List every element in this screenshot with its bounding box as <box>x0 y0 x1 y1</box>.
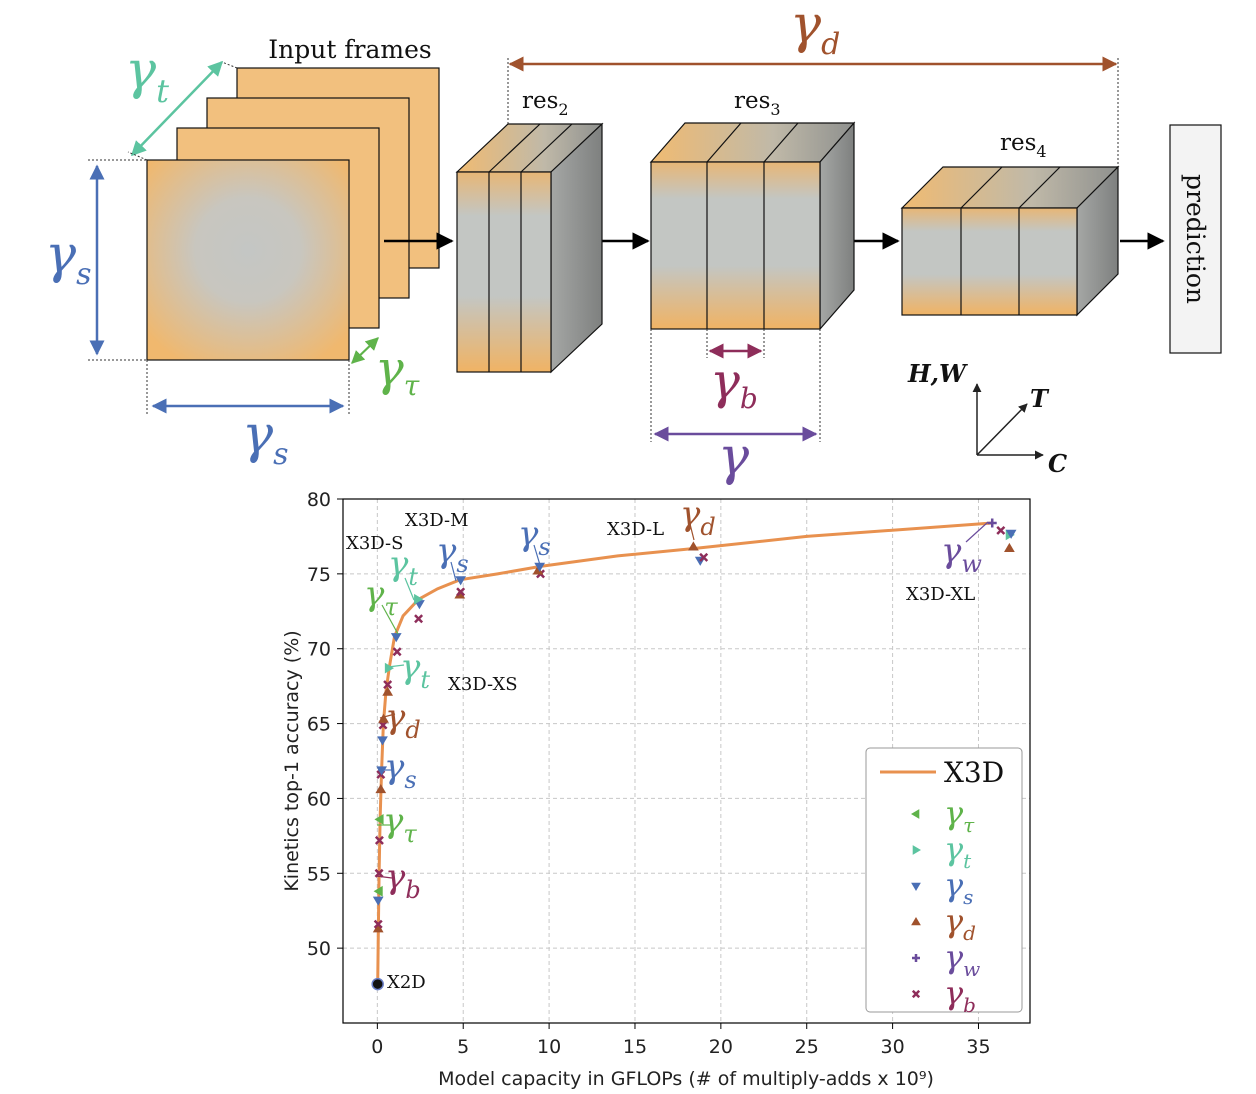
x-tick-label: 25 <box>795 1036 819 1058</box>
x-axis-label: Model capacity in GFLOPs (# of multiply-… <box>438 1068 934 1090</box>
data-point-tri-right <box>912 845 921 855</box>
model-annotation: X3D-S <box>346 533 403 554</box>
annot-gamma-d-low: γd <box>385 697 421 744</box>
legend-label-gamma-d: γd <box>944 902 976 945</box>
annot-gamma-s-m: γs <box>436 531 469 578</box>
res4-block <box>900 165 1120 317</box>
data-point-tri-left <box>373 885 383 897</box>
res3-block <box>649 121 856 331</box>
data-point-tri-down <box>455 576 467 586</box>
x-tick-label: 20 <box>709 1036 733 1058</box>
annot-gamma-s-l: γs <box>518 514 551 561</box>
res2-block <box>455 122 604 374</box>
data-point-plus <box>912 954 920 962</box>
model-annotation: X3D-XL <box>906 584 975 605</box>
data-point-tri-down <box>911 882 921 891</box>
annot-gamma-d-top: γd <box>680 494 716 541</box>
x-tick-label: 30 <box>881 1036 905 1058</box>
input-frames-label: Input frames <box>268 35 432 64</box>
gamma-t-arrow <box>130 60 224 157</box>
res3-label: res3 <box>734 88 781 119</box>
axis-t-label: T <box>1030 384 1050 413</box>
data-point-tri-up <box>1004 542 1015 553</box>
data-point-tri-up <box>378 713 389 723</box>
model-annotation: X3D-L <box>607 519 664 540</box>
gamma-t-label: γt <box>125 41 169 110</box>
y-tick-label: 70 <box>307 639 331 661</box>
prediction-label: prediction <box>1181 174 1210 304</box>
data-point-tri-up <box>687 541 699 551</box>
data-point-x <box>373 919 383 929</box>
data-point-x <box>392 647 402 657</box>
data-point-tri-left <box>374 814 384 825</box>
axis-c-label: C <box>1048 449 1067 478</box>
x2d-point <box>371 977 384 991</box>
legend-label-gamma-s: γs <box>944 866 973 909</box>
data-point-tri-down <box>1005 529 1017 539</box>
axis-hw-label: H,W <box>907 359 968 388</box>
model-annotation: X3D-XS <box>448 674 518 695</box>
y-tick-label: 60 <box>307 788 331 810</box>
input-frames <box>146 67 440 361</box>
res4-label: res4 <box>1000 130 1047 161</box>
y-tick-label: 65 <box>307 714 331 736</box>
y-tick-label: 55 <box>307 863 331 885</box>
annot-gamma-t-low: γt <box>400 647 430 694</box>
legend-label-gamma-w: γw <box>944 938 980 981</box>
gamma-s-vertical-label: γs <box>45 225 91 292</box>
gamma-s-horizontal-label: γs <box>242 405 288 472</box>
data-point-x <box>911 989 921 999</box>
data-point-x <box>383 680 393 690</box>
y-tick-label: 80 <box>307 489 331 511</box>
annot-gamma-w: γw <box>941 531 982 578</box>
res2-label: res2 <box>522 88 569 119</box>
x-tick-label: 35 <box>966 1036 990 1058</box>
gamma-label: γ <box>718 427 750 487</box>
annot-gamma-tau-top: γτ <box>364 574 398 621</box>
data-point-x <box>374 835 384 845</box>
data-point-tri-right <box>414 593 424 605</box>
data-point-tri-down <box>390 633 402 643</box>
model-annotation: X2D <box>387 972 426 993</box>
annot-gamma-b: γb <box>385 857 421 904</box>
gamma-b-label: γb <box>710 352 758 415</box>
data-point-tri-right <box>384 662 394 674</box>
legend-label-gamma-τ: γτ <box>944 794 975 837</box>
legend-label-gamma-b: γb <box>944 974 976 1017</box>
data-point-tri-down <box>372 896 384 906</box>
plot-frame <box>342 498 1031 1024</box>
model-annotation: X3D-M <box>405 510 469 531</box>
data-point-tri-down <box>376 766 388 776</box>
gamma-d-label: γd <box>790 0 840 62</box>
x-tick-label: 5 <box>457 1036 469 1058</box>
data-point-x <box>414 614 424 624</box>
x-tick-label: 15 <box>623 1036 647 1058</box>
prediction-box <box>1169 124 1222 354</box>
legend-label-gamma-t: γt <box>944 830 972 873</box>
data-point-x <box>699 552 709 562</box>
data-point-x <box>996 525 1006 535</box>
y-axis-label: Kinetics top-1 accuracy (%) <box>281 630 303 891</box>
data-point-x <box>456 587 466 597</box>
y-tick-label: 50 <box>307 938 331 960</box>
annot-gamma-s-low: γs <box>384 747 417 794</box>
data-point-tri-up <box>375 783 387 794</box>
gamma-tau-label: γτ <box>375 341 420 402</box>
x-tick-label: 0 <box>371 1036 383 1058</box>
data-point-tri-left <box>911 809 920 819</box>
annot-gamma-tau: γτ <box>383 801 417 848</box>
x-tick-label: 10 <box>537 1036 561 1058</box>
annot-gamma-t-top: γt <box>388 544 418 591</box>
data-point-tri-up <box>382 686 394 696</box>
data-point-plus <box>987 518 997 528</box>
data-point-tri-down <box>377 736 388 746</box>
axes-glyph <box>972 383 1044 460</box>
legend-label-x3d: X3D <box>944 756 1004 789</box>
gamma-tau-arrow <box>351 337 379 364</box>
data-point-tri-up <box>911 917 921 926</box>
y-tick-label: 75 <box>307 564 331 586</box>
